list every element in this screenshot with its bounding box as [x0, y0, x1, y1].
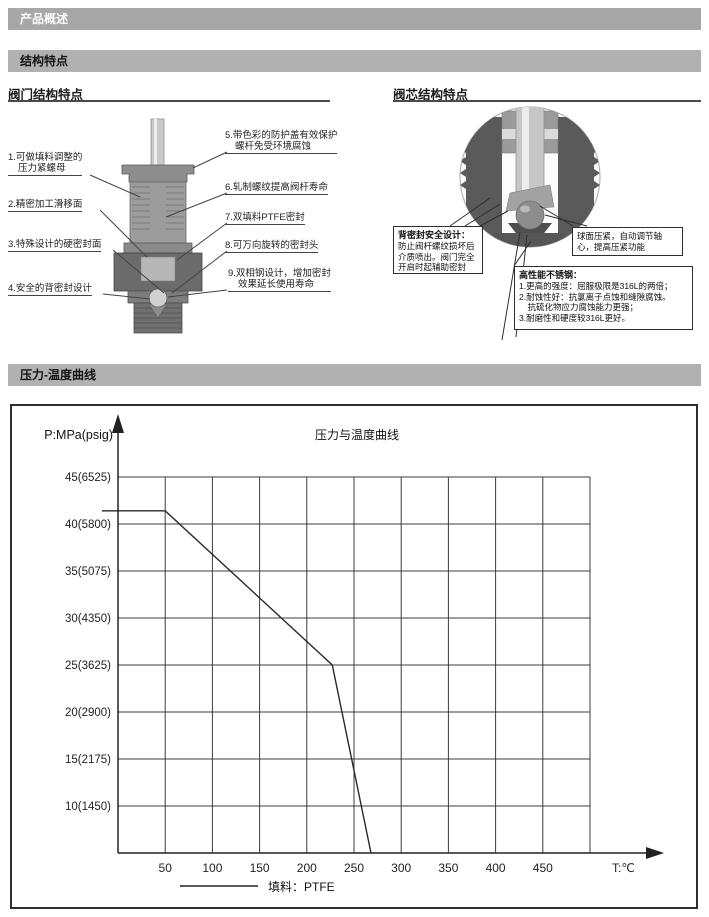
- section-bar-structure: 结构特点: [8, 50, 701, 72]
- valve-cross-section-illustration: [89, 118, 228, 334]
- text-line: 防止阀杆螺纹损坏后: [398, 241, 475, 251]
- y-tick-label: 20(2900): [65, 707, 111, 719]
- valve-label-4: 4.安全的背密封设计: [8, 283, 92, 296]
- legend-label: 填料：PTFE: [268, 880, 335, 894]
- chart-title: 压力与温度曲线: [315, 427, 399, 442]
- y-tick-label: 40(5800): [65, 519, 111, 531]
- x-axis-arrow: [646, 847, 664, 859]
- heading-rule: [393, 100, 701, 102]
- y-tick-label: 25(3625): [65, 660, 111, 672]
- callout-title: 背密封安全设计：: [398, 230, 471, 240]
- callout-ball-seat: 球面压紧，自动调节轴 心，提高压紧功能: [572, 227, 683, 256]
- leader-lines: [89, 151, 228, 300]
- valve-label-1: 1.可做填料调整的 压力紧螺母: [8, 152, 83, 176]
- text-line: 球面压紧，自动调节轴: [577, 231, 663, 241]
- section-bar-overview: 产品概述: [8, 8, 701, 30]
- y-axis-title: P:MPa(psig): [44, 428, 113, 442]
- y-axis-arrow: [112, 414, 124, 433]
- x-tick-label: 300: [391, 861, 411, 875]
- valve-label-2: 2.精密加工滑移面: [8, 199, 83, 212]
- y-tick-label: 10(1450): [65, 801, 111, 813]
- callout-body: 1.更高的强度：屈服极限是316L的两倍； 2.耐蚀性好：抗氯离子点蚀和缝隙腐蚀。…: [519, 281, 688, 323]
- y-tick-label: 45(6525): [65, 472, 111, 484]
- pt-curve: [118, 510, 372, 854]
- pt-chart: 45(6525) 40(5800) 35(5075) 30(4350) 25(3625)…: [44, 414, 664, 894]
- section-bar-pt-curve: 压力-温度曲线: [8, 364, 701, 386]
- callout-stainless-steel: 高性能不锈钢： 1.更高的强度：屈服极限是316L的两倍； 2.耐蚀性好：抗氯离子…: [514, 266, 693, 330]
- x-tick-label: 450: [533, 861, 553, 875]
- text-line: 介质喷出。阀门完全: [398, 251, 475, 262]
- pt-chart-frame: 45(6525) 40(5800) 35(5075) 30(4350) 25(3625)…: [10, 404, 698, 909]
- x-tick-label: 250: [344, 861, 364, 875]
- valve-label-5: 5.带色彩的防护盖有效保护 螺杆免受环境腐蚀: [225, 130, 338, 154]
- heading-rule: [8, 100, 330, 102]
- text-line: 心，提高压紧功能: [577, 241, 646, 252]
- x-tick-label: 100: [202, 861, 222, 875]
- x-axis-title: T:℃: [612, 861, 635, 875]
- x-tick-label: 50: [159, 861, 173, 875]
- y-tick-label: 15(2175): [65, 754, 111, 766]
- valve-drawing: [113, 118, 203, 334]
- y-tick-label: 30(4350): [65, 613, 111, 625]
- callout-body: 球面压紧，自动调节轴 心，提高压紧功能: [577, 231, 678, 252]
- text-line: 开启时起辅助密封: [398, 262, 467, 272]
- valve-core-illustration: [449, 106, 601, 341]
- valve-label-6: 6.轧制螺纹提高阀杆寿命: [225, 182, 328, 195]
- text-line: 抗硫化物应力腐蚀能力更强；: [519, 302, 639, 312]
- callout-body: 防止阀杆螺纹损坏后 介质喷出。阀门完全 开启时起辅助密封: [398, 241, 478, 273]
- valve-structure-heading: 阀门结构特点: [8, 88, 84, 102]
- valve-label-9: 9.双相钢设计，增加密封 效果延长使用寿命: [228, 268, 331, 292]
- valve-label-3: 3.特殊设计的硬密封面: [8, 239, 102, 252]
- callout-title: 高性能不锈钢：: [519, 270, 583, 280]
- valve-label-8: 8.可万向旋转的密封头: [225, 240, 319, 253]
- y-tick-label: 35(5075): [65, 566, 111, 578]
- text-line: 2.耐蚀性好：抗氯离子点蚀和缝隙腐蚀。: [519, 291, 671, 302]
- x-tick-label: 350: [438, 861, 458, 875]
- valve-label-7: 7.双填料PTFE密封: [225, 212, 305, 225]
- text-line: 3.耐磨性和硬度较316L更好。: [519, 312, 630, 323]
- x-tick-label: 200: [297, 861, 317, 875]
- core-structure-heading: 阀芯结构特点: [393, 88, 469, 102]
- x-tick-label: 400: [486, 861, 506, 875]
- x-tick-label: 150: [250, 861, 270, 875]
- callout-back-seal: 背密封安全设计： 防止阀杆螺纹损坏后 介质喷出。阀门完全 开启时起辅助密封: [393, 226, 483, 274]
- text-line: 1.更高的强度：屈服极限是316L的两倍；: [519, 281, 673, 291]
